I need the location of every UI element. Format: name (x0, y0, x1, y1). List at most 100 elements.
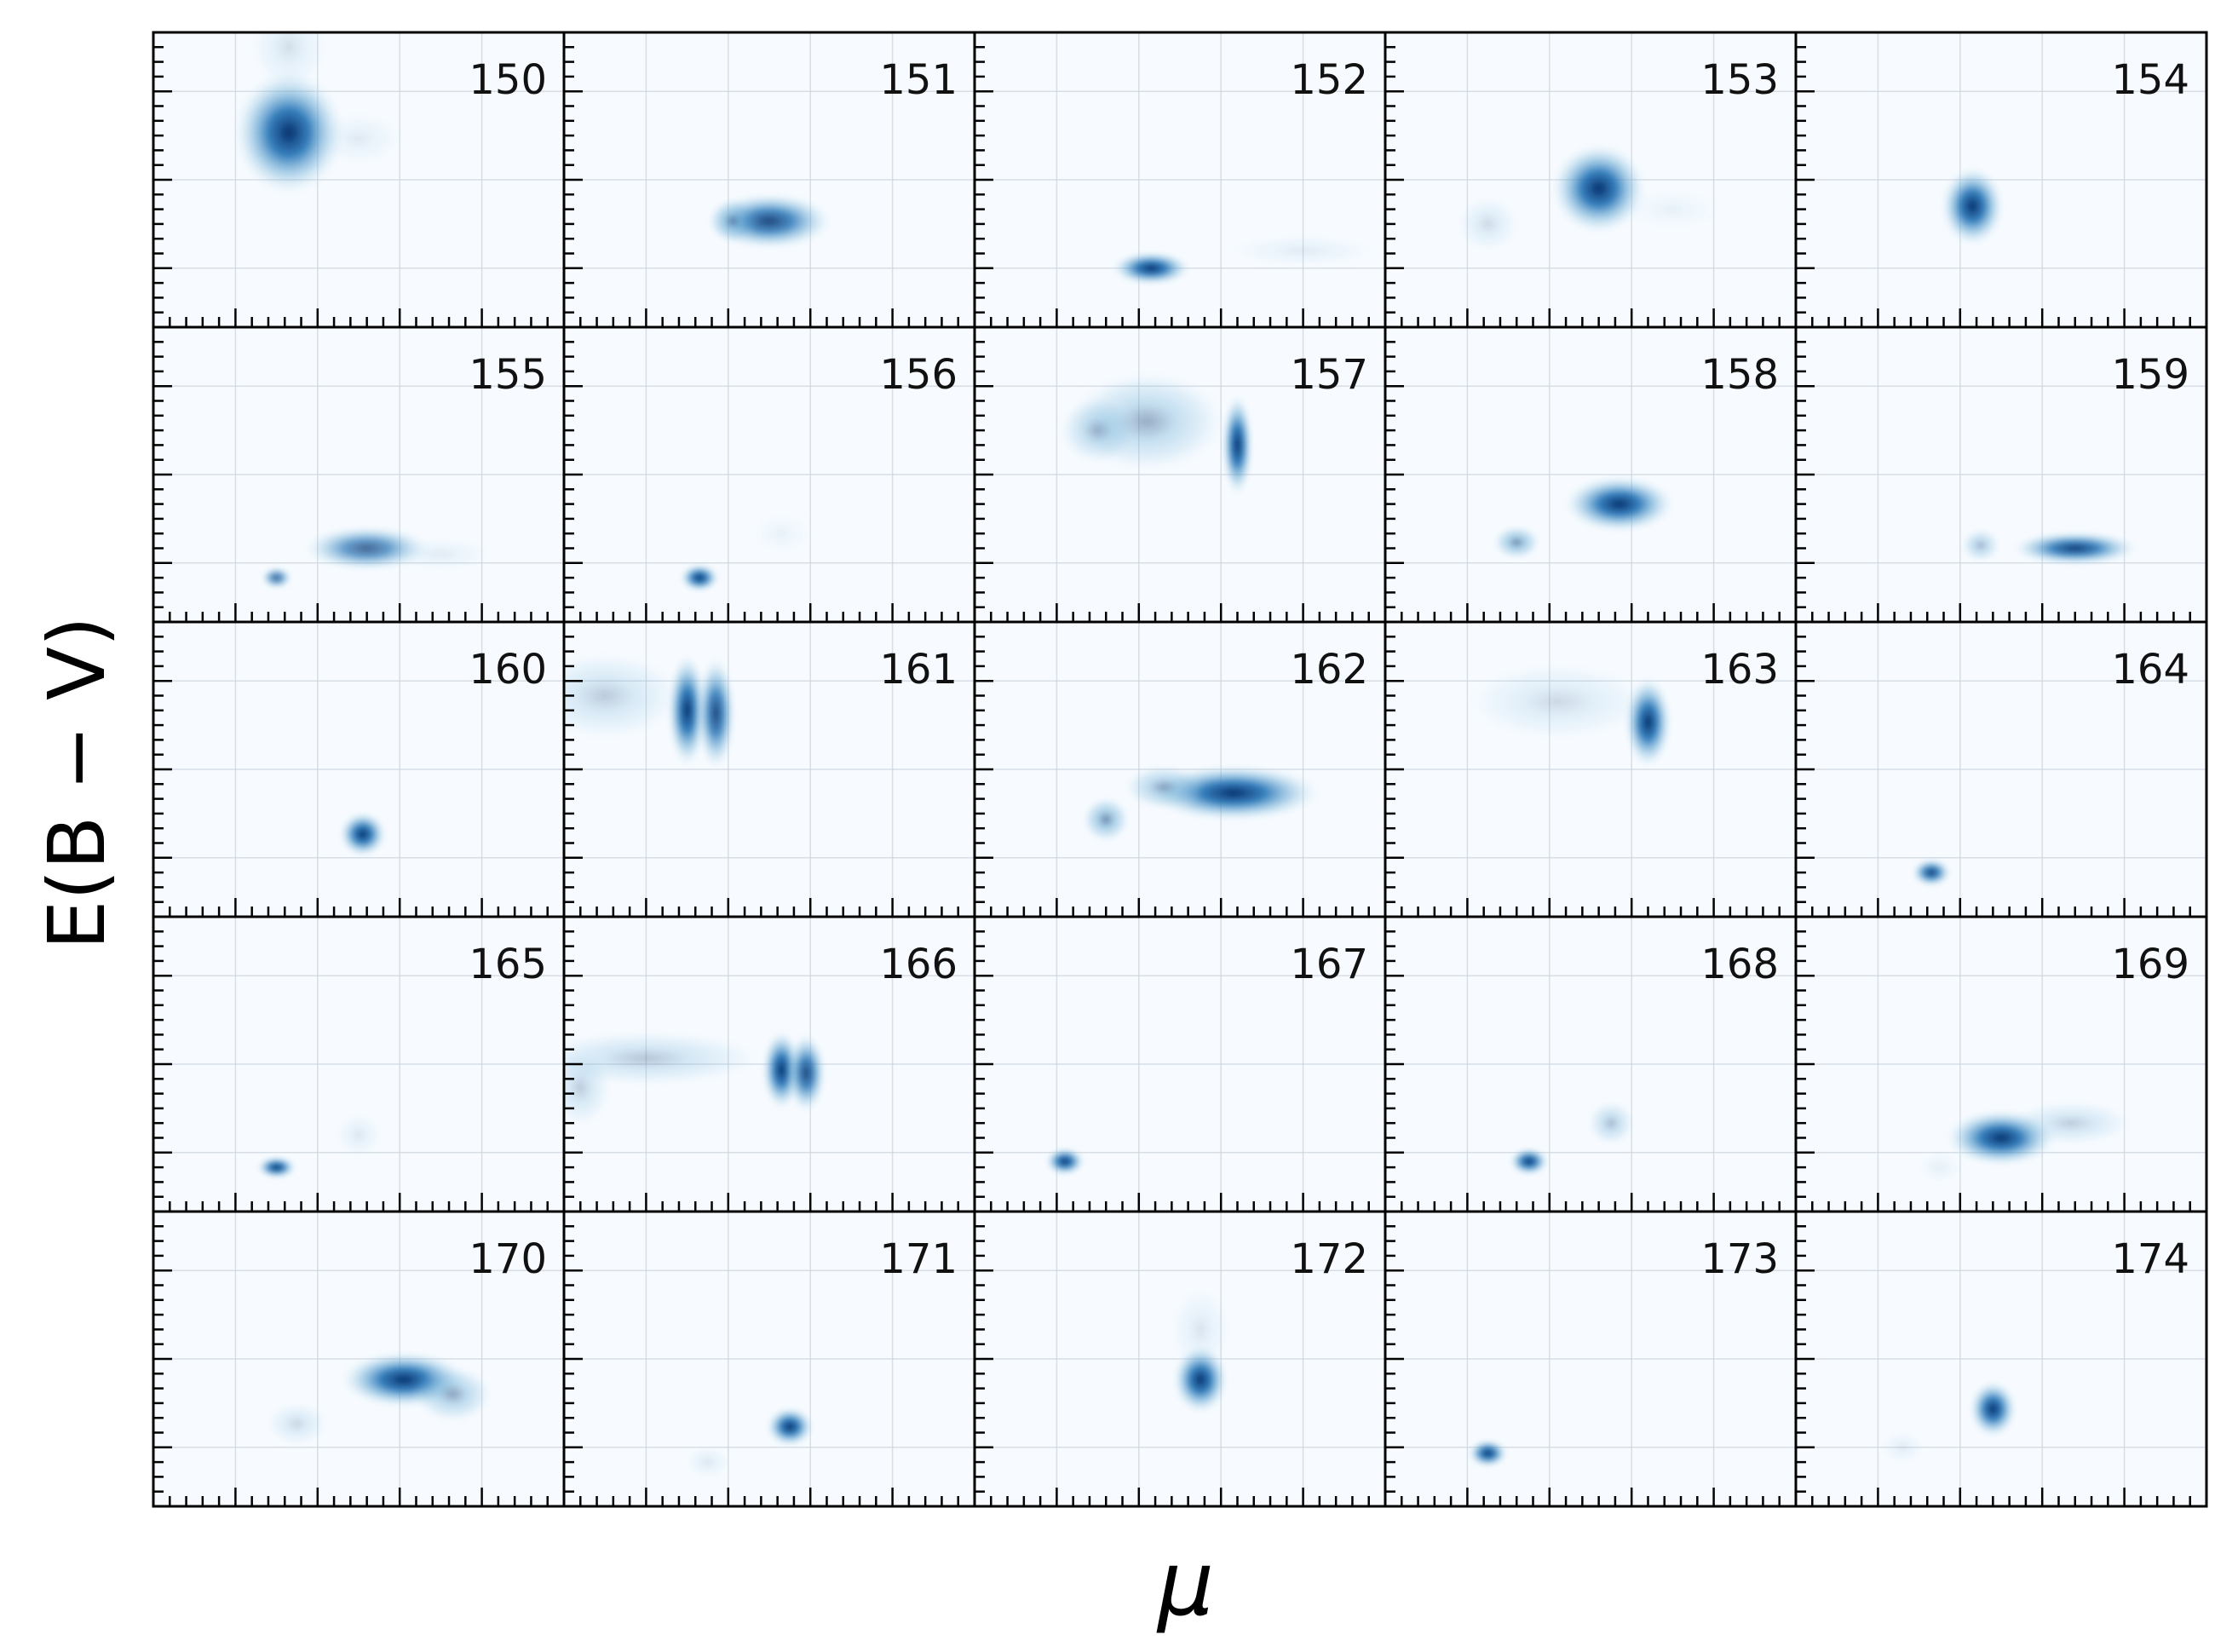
density-peak (1614, 185, 1730, 233)
density-peak (1492, 524, 1542, 561)
density-peak (1959, 527, 2001, 563)
density-map (1939, 164, 2005, 248)
density-peak (1562, 475, 1677, 534)
density-map (1467, 1438, 1509, 1469)
density-map (678, 509, 815, 593)
panel-ticks (153, 636, 549, 917)
panel-grid (975, 917, 1385, 1212)
density-peak (1044, 1146, 1086, 1177)
panel-173: 173 (1384, 1210, 1798, 1508)
density-map (1508, 1099, 1637, 1177)
density-peak (785, 1031, 827, 1114)
density-peak (678, 562, 721, 593)
density-map (1110, 233, 1385, 286)
density-peak (1221, 392, 1254, 498)
panel-167: 167 (973, 915, 1387, 1213)
density-peak (260, 566, 293, 590)
panel-174: 174 (1794, 1210, 2208, 1508)
panel-153: 153 (1384, 31, 1798, 329)
density-peak (1454, 194, 1522, 254)
panel-ticks (564, 930, 959, 1212)
density-map (703, 191, 836, 251)
panel-ticks (564, 1225, 959, 1506)
panel-label: 166 (879, 941, 958, 988)
density-map (564, 1028, 827, 1130)
panel-ticks (1385, 341, 1781, 622)
panel-label: 151 (879, 56, 958, 104)
density-map (1454, 141, 1730, 254)
panel-ticks (153, 341, 549, 622)
density-peak (1878, 1430, 1928, 1465)
density-map (260, 524, 498, 590)
density-peak (2005, 1099, 2137, 1147)
density-peak (383, 536, 498, 573)
panel-ticks (975, 930, 1370, 1212)
panel-grid (1385, 327, 1796, 622)
density-peak (231, 67, 347, 198)
panel-label: 150 (469, 56, 547, 104)
density-map (1959, 527, 2141, 567)
panel-ticks (1385, 1225, 1781, 1506)
density-map (231, 32, 408, 198)
density-peak (1122, 763, 1205, 811)
panel-158: 158 (1384, 325, 1798, 624)
panel-ticks (1385, 636, 1781, 917)
density-peak (1508, 1146, 1550, 1177)
y-axis-label: E(B − V) (32, 616, 123, 950)
panel-grid (564, 1212, 975, 1506)
panel-grid (1796, 1212, 2206, 1506)
panel-164: 164 (1794, 620, 2208, 918)
panel-label: 170 (469, 1235, 547, 1283)
panel-label: 167 (1290, 941, 1368, 988)
panel-grid (564, 32, 975, 327)
panel-169: 169 (1794, 915, 2208, 1213)
panel-ticks (564, 636, 959, 917)
panel-157: 157 (973, 325, 1387, 624)
panel-ticks (153, 1225, 549, 1506)
panel-ticks (1796, 341, 2191, 622)
density-peak (1939, 164, 2005, 248)
panel-label: 157 (1290, 351, 1368, 399)
density-map (256, 1111, 383, 1179)
panel-grid (1796, 622, 2206, 917)
density-peak (748, 509, 815, 557)
panel-grid (1385, 917, 1796, 1212)
density-peak (682, 1444, 733, 1480)
density-peak (695, 654, 737, 773)
panel-frame (1794, 1210, 2208, 1508)
panel-165: 165 (152, 915, 566, 1213)
density-map (264, 1350, 495, 1448)
panel-label: 152 (1290, 56, 1368, 104)
panel-ticks (564, 46, 959, 327)
panel-ticks (1796, 930, 2191, 1212)
density-peak (1081, 796, 1131, 843)
density-peak (264, 1400, 331, 1448)
density-map (1056, 368, 1254, 498)
panel-label: 153 (1700, 56, 1779, 104)
density-peak (564, 1028, 769, 1088)
density-peak (1167, 1282, 1234, 1377)
density-map (1910, 857, 1953, 888)
panel-ticks (975, 46, 1370, 327)
panel-label: 164 (2111, 646, 2189, 694)
density-map (682, 1406, 815, 1480)
density-peak (256, 1155, 297, 1179)
panel-grid (1385, 32, 1796, 327)
panel-label: 169 (2111, 941, 2189, 988)
density-peak (1221, 233, 1385, 268)
panel-label: 173 (1700, 1235, 1779, 1283)
panel-159: 159 (1794, 325, 2208, 624)
density-peak (1110, 250, 1193, 286)
panel-label: 158 (1700, 351, 1779, 399)
panel-152: 152 (973, 31, 1387, 329)
density-peak (1968, 1379, 2018, 1439)
density-peak (247, 32, 331, 95)
panel-ticks (1796, 46, 2191, 327)
panel-grid (1385, 1212, 1796, 1506)
panel-label: 165 (469, 941, 547, 988)
panel-grid (564, 327, 975, 622)
panel-166: 166 (562, 915, 976, 1213)
density-peak (411, 1364, 495, 1425)
density-map (1167, 1282, 1234, 1415)
panel-label: 159 (2111, 351, 2189, 399)
